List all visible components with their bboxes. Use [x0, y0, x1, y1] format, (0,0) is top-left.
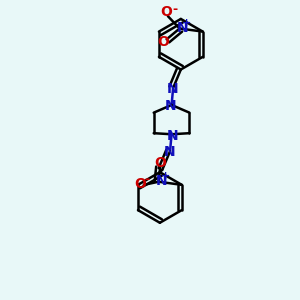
Text: -: - [172, 3, 177, 16]
Text: N: N [155, 173, 167, 188]
Text: N: N [167, 82, 178, 96]
Text: +: + [182, 18, 191, 28]
Text: O: O [134, 177, 146, 191]
Text: N: N [167, 129, 178, 143]
Text: N: N [165, 99, 177, 113]
Text: O: O [160, 5, 172, 20]
Text: -: - [144, 173, 149, 186]
Text: +: + [161, 171, 170, 181]
Text: N: N [176, 21, 188, 34]
Text: O: O [154, 156, 166, 170]
Text: N: N [164, 146, 175, 160]
Text: O: O [157, 35, 169, 50]
